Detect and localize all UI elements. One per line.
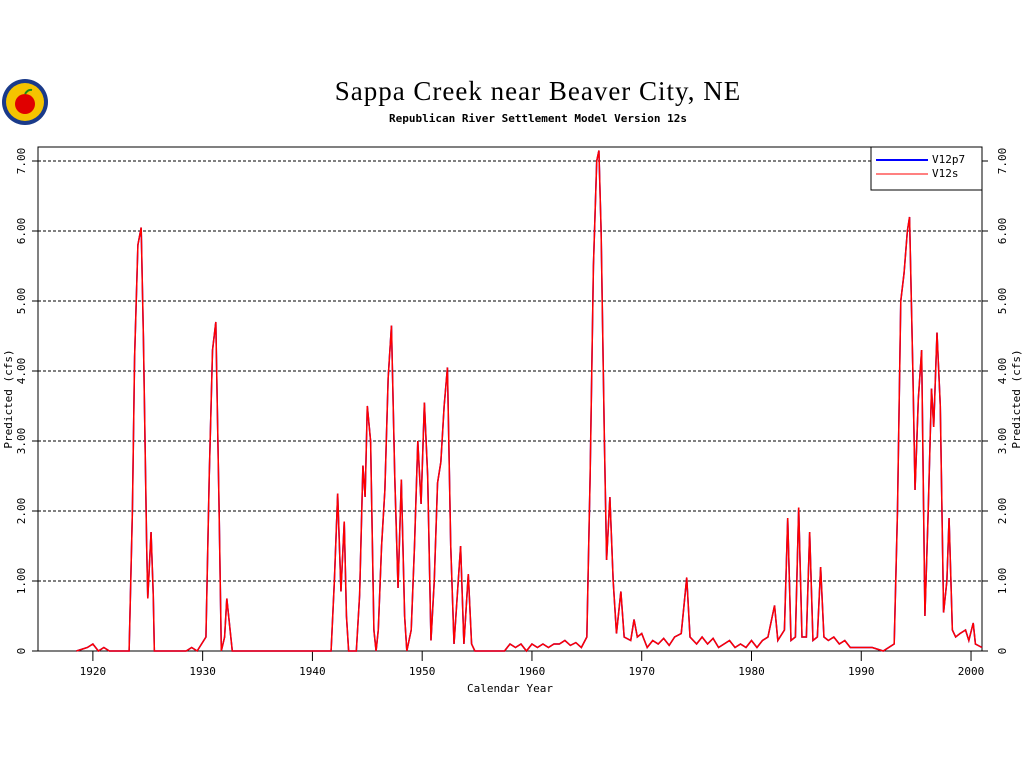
x-tick-label: 1930 [189, 665, 216, 678]
legend-label: V12s [932, 167, 959, 180]
y2-tick-label: 4.00 [996, 358, 1009, 385]
x-tick-label: 1960 [519, 665, 546, 678]
y-tick-label: 6.00 [15, 218, 28, 245]
y2-tick-label: 3.00 [996, 428, 1009, 455]
x-tick-label: 1970 [628, 665, 655, 678]
y-tick-label: 4.00 [15, 358, 28, 385]
x-axis-label: Calendar Year [467, 682, 553, 695]
chart-title: Sappa Creek near Beaver City, NE [335, 76, 742, 106]
y-tick-label: 2.00 [15, 498, 28, 525]
y2-axis-label: Predicted (cfs) [1010, 349, 1023, 448]
y2-tick-label: 7.00 [996, 148, 1009, 175]
x-tick-label: 1920 [80, 665, 107, 678]
x-tick-label: 1990 [848, 665, 875, 678]
x-tick-label: 1980 [738, 665, 765, 678]
x-tick-label: 1940 [299, 665, 326, 678]
legend-box [870, 146, 983, 191]
series-line [76, 150, 983, 653]
legend-label: V12p7 [932, 153, 965, 166]
y-tick-label: 1.00 [15, 568, 28, 595]
chart-subtitle: Republican River Settlement Model Versio… [389, 112, 687, 125]
y-axis-label: Predicted (cfs) [2, 349, 15, 448]
y2-tick-label: 6.00 [996, 218, 1009, 245]
y-tick-label: 5.00 [15, 288, 28, 315]
y2-tick-label: 5.00 [996, 288, 1009, 315]
logo [2, 79, 48, 125]
series-line [76, 150, 983, 653]
x-tick-label: 1950 [409, 665, 436, 678]
plot-frame [37, 146, 983, 652]
y-tick-label: 3.00 [15, 428, 28, 455]
y2-tick-label: 0 [996, 648, 1009, 655]
y2-tick-label: 2.00 [996, 498, 1009, 525]
y-tick-label: 0 [15, 648, 28, 655]
y-tick-label: 7.00 [15, 148, 28, 175]
x-tick-label: 2000 [958, 665, 985, 678]
y2-tick-label: 1.00 [996, 568, 1009, 595]
